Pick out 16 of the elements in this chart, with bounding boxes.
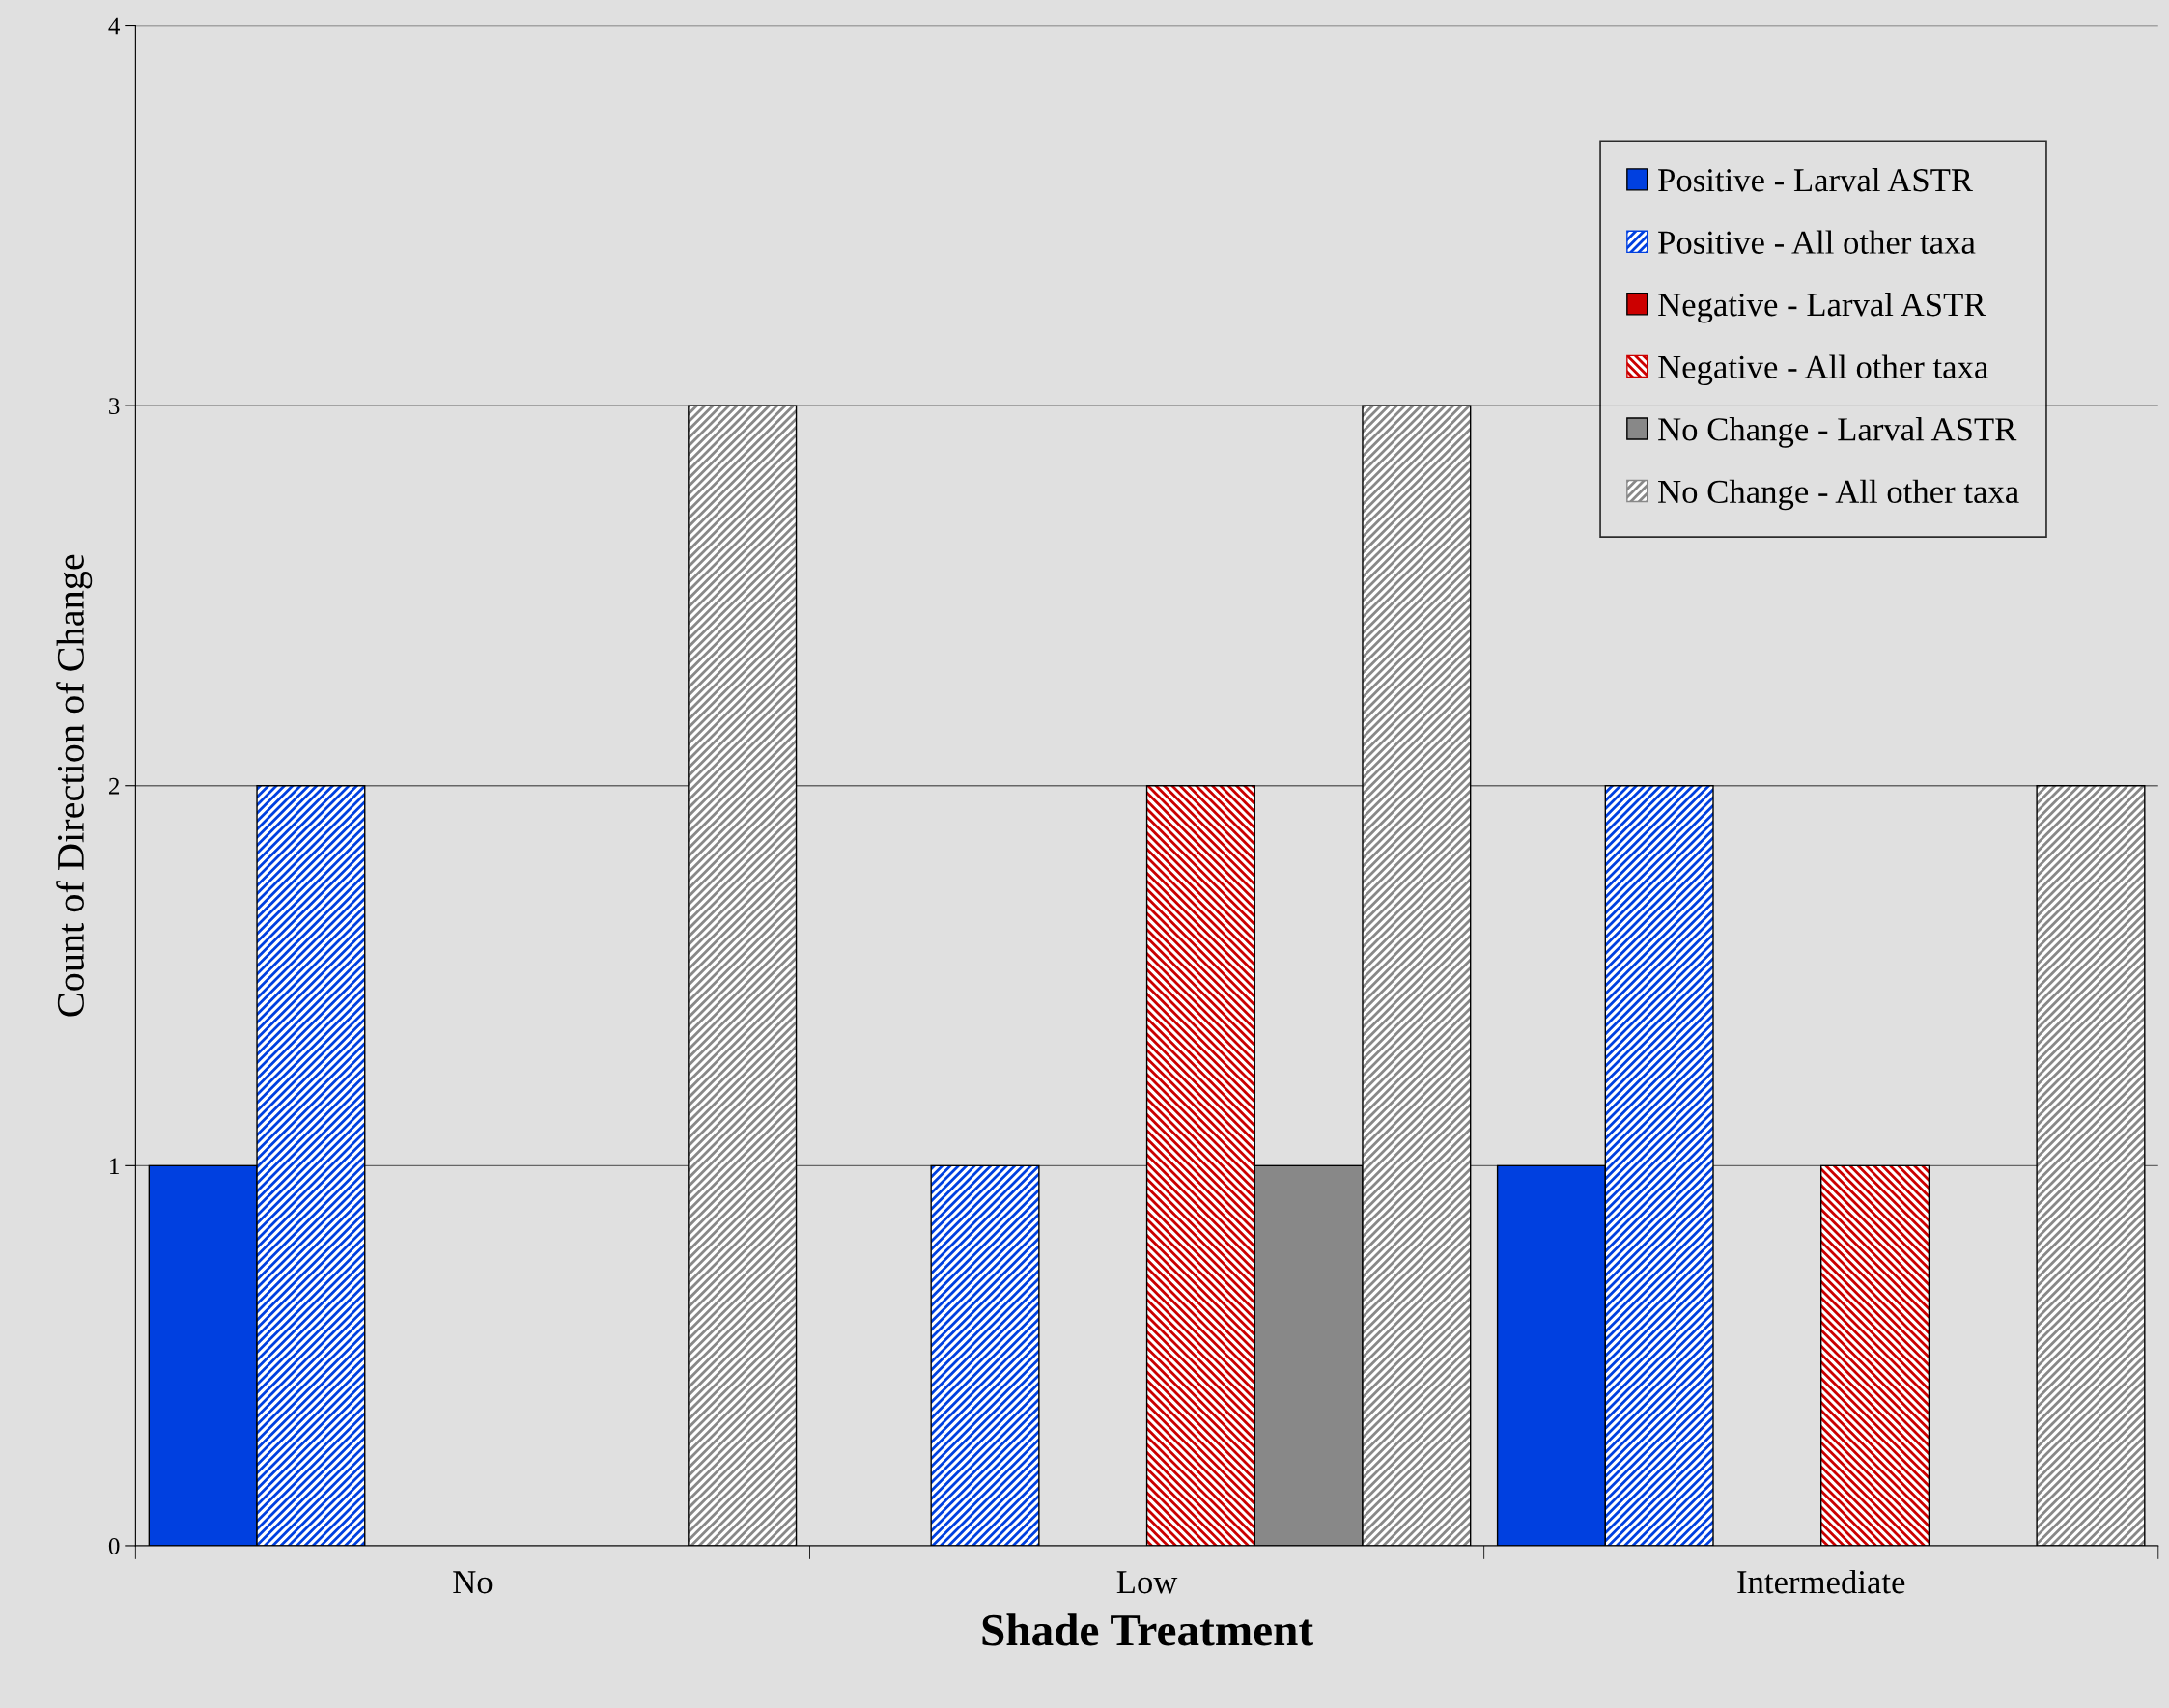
x-tick-label: Intermediate (1737, 1569, 1905, 1594)
legend-label: Negative - All other taxa (1658, 354, 1988, 386)
x-axis-title: Shade Treatment (982, 1613, 1313, 1646)
legend-label: Positive - Larval ASTR (1658, 168, 1973, 192)
y-tick-label: 0 (108, 1537, 120, 1554)
y-tick-label: 1 (110, 1158, 119, 1175)
y-tick-label: 2 (109, 777, 120, 795)
legend-label: Positive - All other taxa (1658, 230, 1976, 254)
legend-label: Negative - Larval ASTR (1658, 292, 1986, 323)
x-tick-label: Low (1116, 1571, 1178, 1594)
legend-label: No Change - All other taxa (1658, 479, 2019, 511)
y-tick-label: 3 (109, 398, 120, 415)
y-axis-title: Count of Direction of Change (56, 554, 93, 1017)
legend-label: No Change - Larval ASTR (1658, 417, 2017, 448)
x-tick-label: No (453, 1571, 493, 1594)
y-tick-label: 4 (108, 17, 121, 35)
